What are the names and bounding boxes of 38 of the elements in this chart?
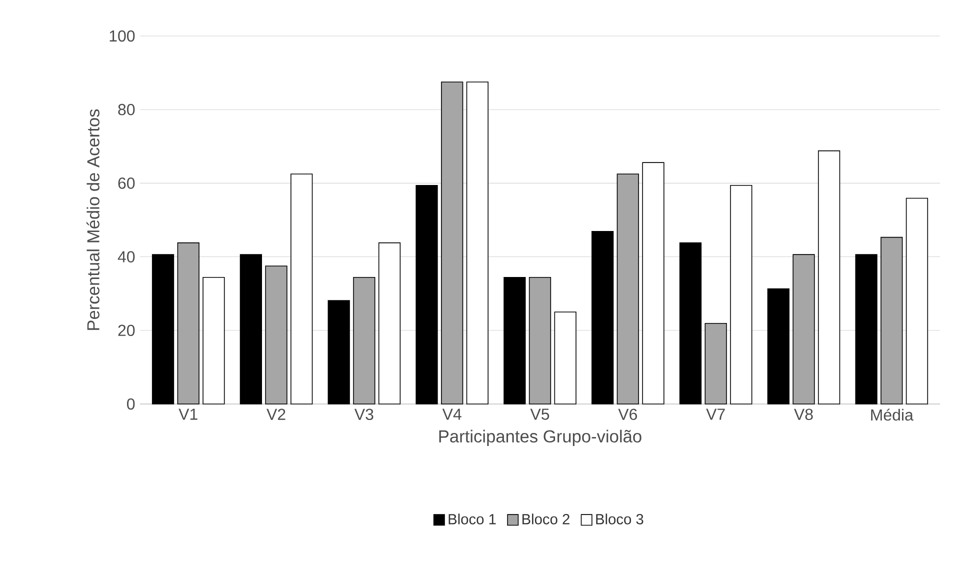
bar <box>592 230 614 404</box>
x-axis-title: Participantes Grupo-violão <box>439 430 642 446</box>
bar <box>818 150 840 404</box>
bar <box>642 162 664 404</box>
y-axis-title: Percentual Médio de Acertos <box>86 109 100 330</box>
bar <box>378 242 401 404</box>
bar <box>152 254 174 404</box>
x-tick-label: V3 <box>354 408 374 420</box>
bar <box>730 184 752 404</box>
x-tick-label: V8 <box>794 408 813 420</box>
x-tick-label: V6 <box>618 408 637 420</box>
bar <box>240 254 262 404</box>
bar <box>290 174 313 404</box>
y-tick-label: 40 <box>118 251 135 262</box>
bar <box>466 82 488 404</box>
bar <box>855 254 878 404</box>
x-tick-label: V2 <box>266 408 286 420</box>
bar <box>202 277 225 404</box>
bar <box>504 277 526 404</box>
legend-label: Bloco 3 <box>596 514 644 524</box>
y-tick-label: 20 <box>118 324 135 336</box>
y-tick-label: 0 <box>127 398 135 410</box>
legend-label: Bloco 1 <box>448 514 496 524</box>
bar <box>906 198 928 404</box>
bar <box>554 312 576 404</box>
y-tick-label: 80 <box>118 104 135 116</box>
y-tick-label: 60 <box>118 178 135 189</box>
x-tick-label: Média <box>871 408 914 421</box>
bar <box>416 184 438 404</box>
x-tick-label: V5 <box>530 408 550 420</box>
legend-label: Bloco 2 <box>522 514 570 524</box>
bar <box>679 242 702 404</box>
x-tick-label: V7 <box>706 408 725 420</box>
bar <box>328 300 350 404</box>
x-tick-label: V1 <box>178 408 198 420</box>
y-tick-label: 100 <box>110 30 135 42</box>
x-tick-label: V4 <box>442 408 462 420</box>
bar <box>767 288 790 404</box>
